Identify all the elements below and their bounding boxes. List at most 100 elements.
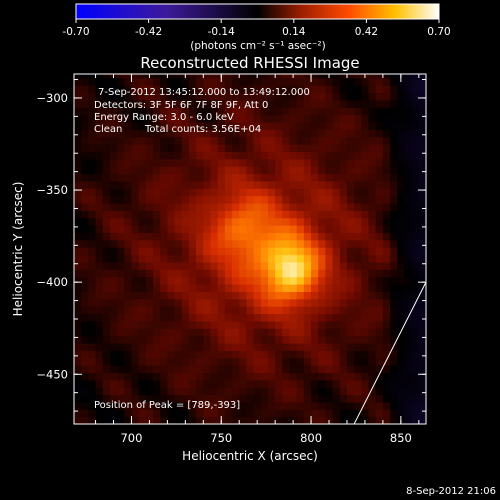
heatmap-cell — [260, 320, 269, 329]
heatmap-cell — [332, 276, 341, 285]
heatmap-cell — [325, 320, 334, 329]
heatmap-cell — [267, 394, 276, 403]
heatmap-cell — [188, 254, 197, 263]
heatmap-cell — [311, 394, 319, 403]
heatmap-cell — [217, 239, 226, 248]
heatmap-cell — [418, 166, 426, 175]
heatmap-cell — [239, 394, 248, 403]
heatmap-cell — [188, 210, 197, 219]
heatmap-cell — [418, 114, 426, 123]
heatmap-cell — [239, 180, 248, 189]
heatmap-cell — [81, 284, 89, 292]
heatmap-cell — [311, 129, 319, 138]
heatmap-cell — [267, 151, 276, 160]
heatmap-cell — [375, 313, 384, 322]
heatmap-cell — [109, 239, 118, 248]
heatmap-cell — [138, 394, 147, 403]
heatmap-cell — [138, 151, 147, 160]
heatmap-cell — [232, 261, 240, 270]
heatmap-cell — [153, 232, 161, 241]
heatmap-cell — [411, 276, 420, 285]
heatmap-cell — [418, 261, 426, 270]
heatmap-cell — [332, 313, 341, 322]
heatmap-cell — [303, 173, 312, 182]
heatmap-cell — [253, 121, 262, 130]
heatmap-cell — [102, 239, 111, 248]
heatmap-cell — [354, 350, 362, 359]
heatmap-cell — [368, 166, 377, 175]
heatmap-cell — [418, 144, 426, 152]
heatmap-cell — [95, 261, 104, 270]
heatmap-cell — [210, 350, 219, 359]
heatmap-cell — [232, 151, 240, 160]
heatmap-cell — [74, 121, 82, 130]
heatmap-cell — [124, 180, 133, 189]
heatmap-cell — [117, 144, 125, 152]
heatmap-cell — [81, 409, 89, 418]
heatmap-cell — [325, 144, 334, 152]
heatmap-cell — [124, 269, 133, 278]
heatmap-cell — [253, 291, 262, 300]
heatmap-cell — [404, 173, 413, 182]
heatmap-cell — [232, 225, 240, 234]
heatmap-cell — [404, 202, 413, 211]
heatmap-cell — [102, 291, 111, 300]
heatmap-cell — [174, 136, 183, 145]
heatmap-cell — [232, 306, 240, 315]
heatmap-cell — [74, 107, 82, 116]
heatmap-cell — [181, 261, 190, 270]
heatmap-cell — [138, 372, 147, 381]
heatmap-cell — [375, 188, 384, 197]
heatmap-cell — [267, 298, 276, 307]
heatmap-cell — [174, 365, 183, 374]
heatmap-cell — [346, 239, 355, 248]
heatmap-cell — [174, 166, 183, 175]
heatmap-cell — [196, 254, 204, 263]
heatmap-cell — [174, 335, 183, 344]
heatmap-cell — [217, 409, 226, 418]
heatmap-cell — [224, 92, 233, 101]
heatmap-cell — [188, 394, 197, 403]
heatmap-cell — [397, 409, 406, 418]
heatmap-cell — [74, 284, 82, 292]
heatmap-cell — [102, 409, 111, 418]
heatmap-cell — [109, 85, 118, 94]
heatmap-cell — [253, 225, 262, 234]
heatmap-cell — [275, 254, 283, 263]
heatmap-cell — [318, 261, 327, 270]
heatmap-cell — [246, 217, 255, 226]
heatmap-cell — [138, 409, 147, 418]
heatmap-cell — [253, 136, 262, 145]
heatmap-cell — [239, 232, 248, 241]
heatmap-cell — [102, 158, 111, 167]
heatmap-cell — [368, 387, 377, 396]
heatmap-cell — [210, 151, 219, 160]
heatmap-cell — [311, 401, 319, 410]
heatmap-cell — [217, 342, 226, 351]
heatmap-cell — [390, 247, 398, 256]
heatmap-cell — [217, 180, 226, 189]
heatmap-cell — [289, 158, 298, 167]
heatmap-cell — [418, 401, 426, 410]
heatmap-cell — [325, 188, 334, 197]
heatmap-cell — [109, 232, 118, 241]
heatmap-cell — [74, 217, 82, 226]
heatmap-cell — [311, 328, 319, 337]
heatmap-cell — [361, 401, 370, 410]
heatmap-cell — [411, 239, 420, 248]
heatmap-cell — [354, 158, 362, 167]
heatmap-cell — [282, 158, 291, 167]
heatmap-cell — [260, 180, 269, 189]
heatmap-cell — [375, 92, 384, 101]
heatmap-cell — [102, 180, 111, 189]
heatmap-cell — [174, 394, 183, 403]
heatmap-cell — [411, 188, 420, 197]
heatmap-cell — [246, 254, 255, 263]
heatmap-cell — [253, 77, 262, 86]
heatmap-cell — [275, 202, 283, 211]
heatmap-cell — [138, 328, 147, 337]
heatmap-cell — [74, 291, 82, 300]
heatmap-cell — [275, 291, 283, 300]
heatmap-cell — [282, 254, 291, 263]
heatmap-cell — [117, 77, 125, 86]
